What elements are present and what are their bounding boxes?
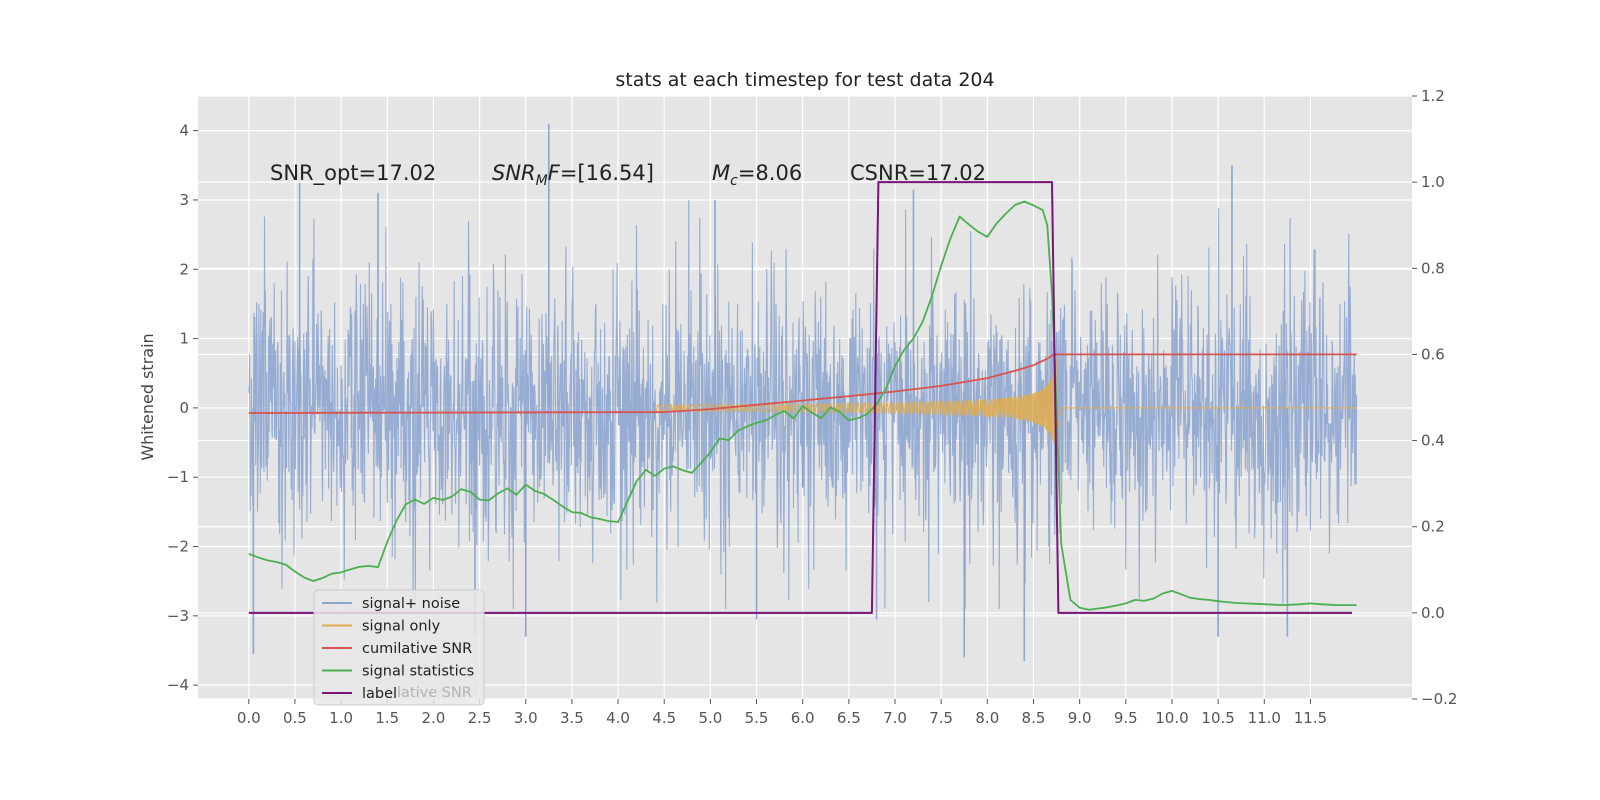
y-tick-label: 2 — [179, 260, 189, 278]
x-tick-label: 7.5 — [929, 709, 953, 727]
annotation-snr-mf-value: =[16.54] — [560, 161, 654, 185]
x-tick-label: 5.5 — [745, 709, 769, 727]
y-tick-label: −1 — [167, 468, 189, 486]
axis-ticks: 0.0 0.5 1.0 1.5 2.0 2.5 3.0 3.5 4.0 4.5 5.0 5.5 6.0 6… — [167, 87, 1458, 727]
legend-label-cumulative: cumilative SNR — [362, 641, 472, 657]
y-tick-label: 1 — [179, 330, 189, 348]
annotation-mc-sub: c — [730, 173, 738, 189]
annotation-mc-sym: M — [712, 161, 730, 185]
chart-title: stats at each timestep for test data 204 — [615, 69, 994, 91]
y-tick-label: −2 — [167, 538, 189, 556]
annotation-snr-opt: SNR_opt=17.02 — [270, 161, 436, 186]
y-tick-label: 0 — [179, 399, 189, 417]
x-tick-label: 1.0 — [329, 709, 353, 727]
y2-tick-label: 0.4 — [1421, 432, 1445, 450]
signal-statistics-line — [248, 200, 1357, 611]
y-tick-label: 3 — [179, 191, 189, 209]
annotation-mc: Mc=8.06 — [712, 161, 802, 189]
annotation-csnr: CSNR=17.02 — [850, 161, 986, 185]
y2-tick-label: −0.2 — [1421, 690, 1457, 708]
y-tick-label: −3 — [167, 607, 189, 625]
legend-label-label: label — [362, 686, 397, 702]
legend-box — [313, 589, 485, 706]
annotation-mc-value: =8.06 — [738, 161, 802, 185]
x-tick-label: 9.5 — [1114, 709, 1138, 727]
annotations: SNR_opt=17.02 SNRMF=[16.54] Mc=8.06 CSNR… — [270, 161, 986, 189]
annotation-snr-mf-tail: F — [548, 161, 561, 185]
x-tick-label: 8.5 — [1022, 709, 1046, 727]
x-tick-label: 7.0 — [883, 709, 907, 727]
x-tick-label: 10.5 — [1201, 709, 1234, 727]
x-tick-label: 2.0 — [421, 709, 445, 727]
legend-label-stats: signal statistics — [362, 664, 474, 680]
cumulative-snr-line — [248, 353, 1357, 414]
y2-tick-label: 1.2 — [1421, 87, 1445, 105]
y2-tick-label: 0.0 — [1421, 604, 1445, 622]
legend-label-noise: signal+ noise — [362, 596, 460, 612]
y2-tick-label: 0.6 — [1421, 345, 1445, 363]
y-tick-label: −4 — [167, 676, 189, 694]
y2-tick-label: 0.2 — [1421, 518, 1445, 536]
annotation-snr-mf: SNRMF=[16.54] — [492, 161, 654, 189]
line-series — [248, 181, 1357, 614]
x-tick-label: 2.5 — [468, 709, 492, 727]
legend: lative SNR signal+ noise signal only cumil… — [313, 589, 485, 706]
signal-noise-series — [248, 123, 1358, 661]
x-tick-label: 8.0 — [975, 709, 999, 727]
x-tick-label: 3.5 — [560, 709, 584, 727]
x-tick-label: 5.0 — [698, 709, 722, 727]
y2-tick-label: 1.0 — [1421, 173, 1445, 191]
annotation-snr-mf-sym: SNR — [492, 161, 536, 185]
x-tick-label: 10.0 — [1155, 709, 1188, 727]
y-tick-label: 4 — [179, 122, 189, 140]
annotation-snr-mf-sub: M — [536, 173, 548, 189]
y2-tick-label: 0.8 — [1421, 259, 1445, 277]
legend-ghost-text: lative SNR — [397, 685, 472, 701]
y-axis-label: Whitened strain — [138, 333, 157, 460]
label-line — [248, 181, 1352, 614]
x-tick-label: 6.5 — [837, 709, 861, 727]
x-tick-label: 11.5 — [1294, 709, 1327, 727]
x-tick-label: 4.0 — [606, 709, 630, 727]
x-tick-label: 0.5 — [283, 709, 307, 727]
x-tick-label: 0.0 — [237, 709, 261, 727]
x-tick-label: 6.0 — [791, 709, 815, 727]
x-tick-label: 4.5 — [652, 709, 676, 727]
x-tick-label: 1.5 — [375, 709, 399, 727]
x-tick-label: 11.0 — [1248, 709, 1281, 727]
x-tick-label: 3.0 — [514, 709, 538, 727]
x-tick-label: 9.0 — [1068, 709, 1092, 727]
legend-label-signal: signal only — [362, 619, 441, 635]
